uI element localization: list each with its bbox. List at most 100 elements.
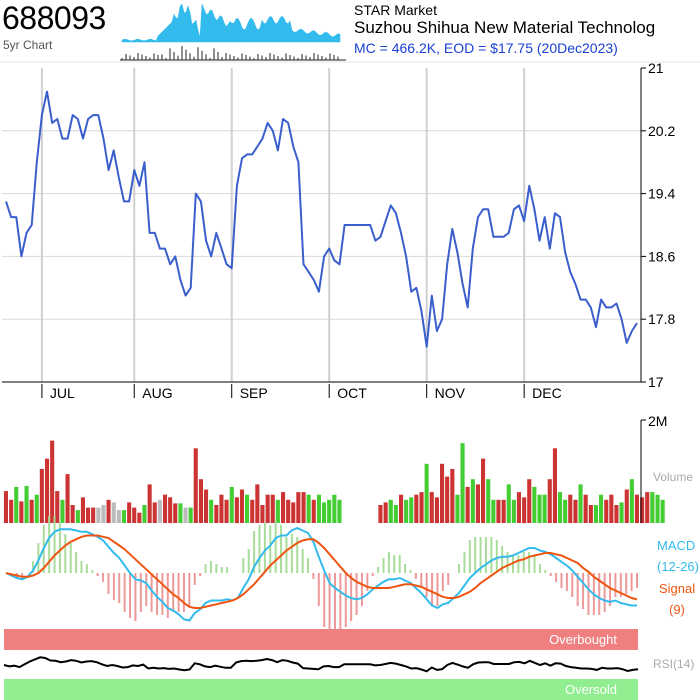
volume-bar [419,492,424,523]
volume-label: Volume [653,470,693,484]
y-tick-label: 19.4 [648,186,675,202]
five-year-thumbnail-chart [120,3,346,61]
volume-bar [60,499,65,523]
overbought-label: Overbought [549,632,617,647]
volume-bar [332,494,337,523]
volume-bar [655,494,660,523]
volume-bar [70,505,75,523]
volume-bar [399,494,404,523]
volume-bar [265,494,270,523]
y-tick-label: 17 [648,374,664,390]
chart-period-label: 5yr Chart [3,38,53,52]
volume-bar [96,507,101,523]
volume-bar [204,489,209,523]
volume-bar [619,502,624,523]
volume-bar [116,510,121,523]
macd-params-label: (12-26) [657,559,699,574]
volume-bar [111,502,116,523]
volume-bar [593,505,598,523]
volume-bar [291,502,296,523]
volume-bar [327,499,332,523]
volume-bar [578,484,583,523]
volume-bar [404,499,409,523]
signal-line [5,534,638,609]
x-tick-label: OCT [337,385,367,401]
volume-bar [137,512,142,523]
volume-bar [496,499,501,523]
rsi-panel: Overbought Oversold RSI(14) [3,629,694,700]
volume-bar [39,468,44,523]
volume-bar [239,489,244,523]
x-tick-label: JUL [50,385,75,401]
volume-bar [163,494,168,523]
volume-bar [470,479,475,523]
volume-bar [455,494,460,523]
volume-bar [563,499,568,523]
volume-bar [193,448,198,523]
x-tick-label: DEC [532,385,562,401]
volume-bar [173,503,178,523]
volume-bar [55,491,60,523]
volume-bar [537,494,542,523]
volume-bar [45,458,50,523]
volume-bar [286,499,291,523]
volume-bar [178,503,183,523]
y-tick-label: 17.8 [648,311,675,327]
macd-legend-label: MACD [657,538,695,553]
volume-bar [604,499,609,523]
volume-bar [132,507,137,523]
volume-bar [614,505,619,523]
volume-bar [599,494,604,523]
volume-bar [250,499,255,523]
volume-bar [501,499,506,523]
volume-bar [34,494,39,523]
volume-bar [9,499,14,523]
volume-bar [532,486,537,523]
oversold-band [4,679,638,700]
volume-bar [475,484,480,523]
volume-bar [634,494,639,523]
y-tick-label: 18.6 [648,248,675,264]
volume-bar [527,479,532,523]
volume-bar [152,502,157,523]
volume-bar [301,492,306,523]
volume-bar [50,440,55,523]
volume-bar [29,499,34,523]
volume-bar [121,510,126,523]
volume-bar [316,494,321,523]
x-tick-label: NOV [435,385,466,401]
volume-bar [558,492,563,523]
volume-bar [573,499,578,523]
volume-bar [640,497,645,524]
volume-bar [255,484,260,523]
x-tick-label: SEP [240,385,268,401]
volume-bar [219,494,224,523]
volume-bar [440,463,445,523]
volume-bar [486,479,491,523]
volume-bar [75,510,80,523]
volume-bar [629,479,634,523]
exchange-name: STAR Market [354,2,437,18]
volume-bar [214,505,219,523]
volume-bar [322,502,327,523]
volume-bar [224,499,229,523]
volume-bar [583,494,588,523]
volume-bar [188,507,193,523]
volume-bar [306,494,311,523]
volume-bar [434,497,439,524]
y-tick-label: 20.2 [648,123,675,139]
volume-bar [465,486,470,523]
volume-bar [275,499,280,523]
volume-bar [378,505,383,523]
price-series [5,90,638,348]
volume-bar [547,479,552,523]
volume-bar [506,484,511,523]
volume-bar [157,499,162,523]
volume-bar [168,497,173,524]
volume-bar [260,505,265,523]
thumbnail-area [121,3,341,43]
volume-bar [393,505,398,523]
volume-bar [588,505,593,523]
volume-bar [445,476,450,523]
